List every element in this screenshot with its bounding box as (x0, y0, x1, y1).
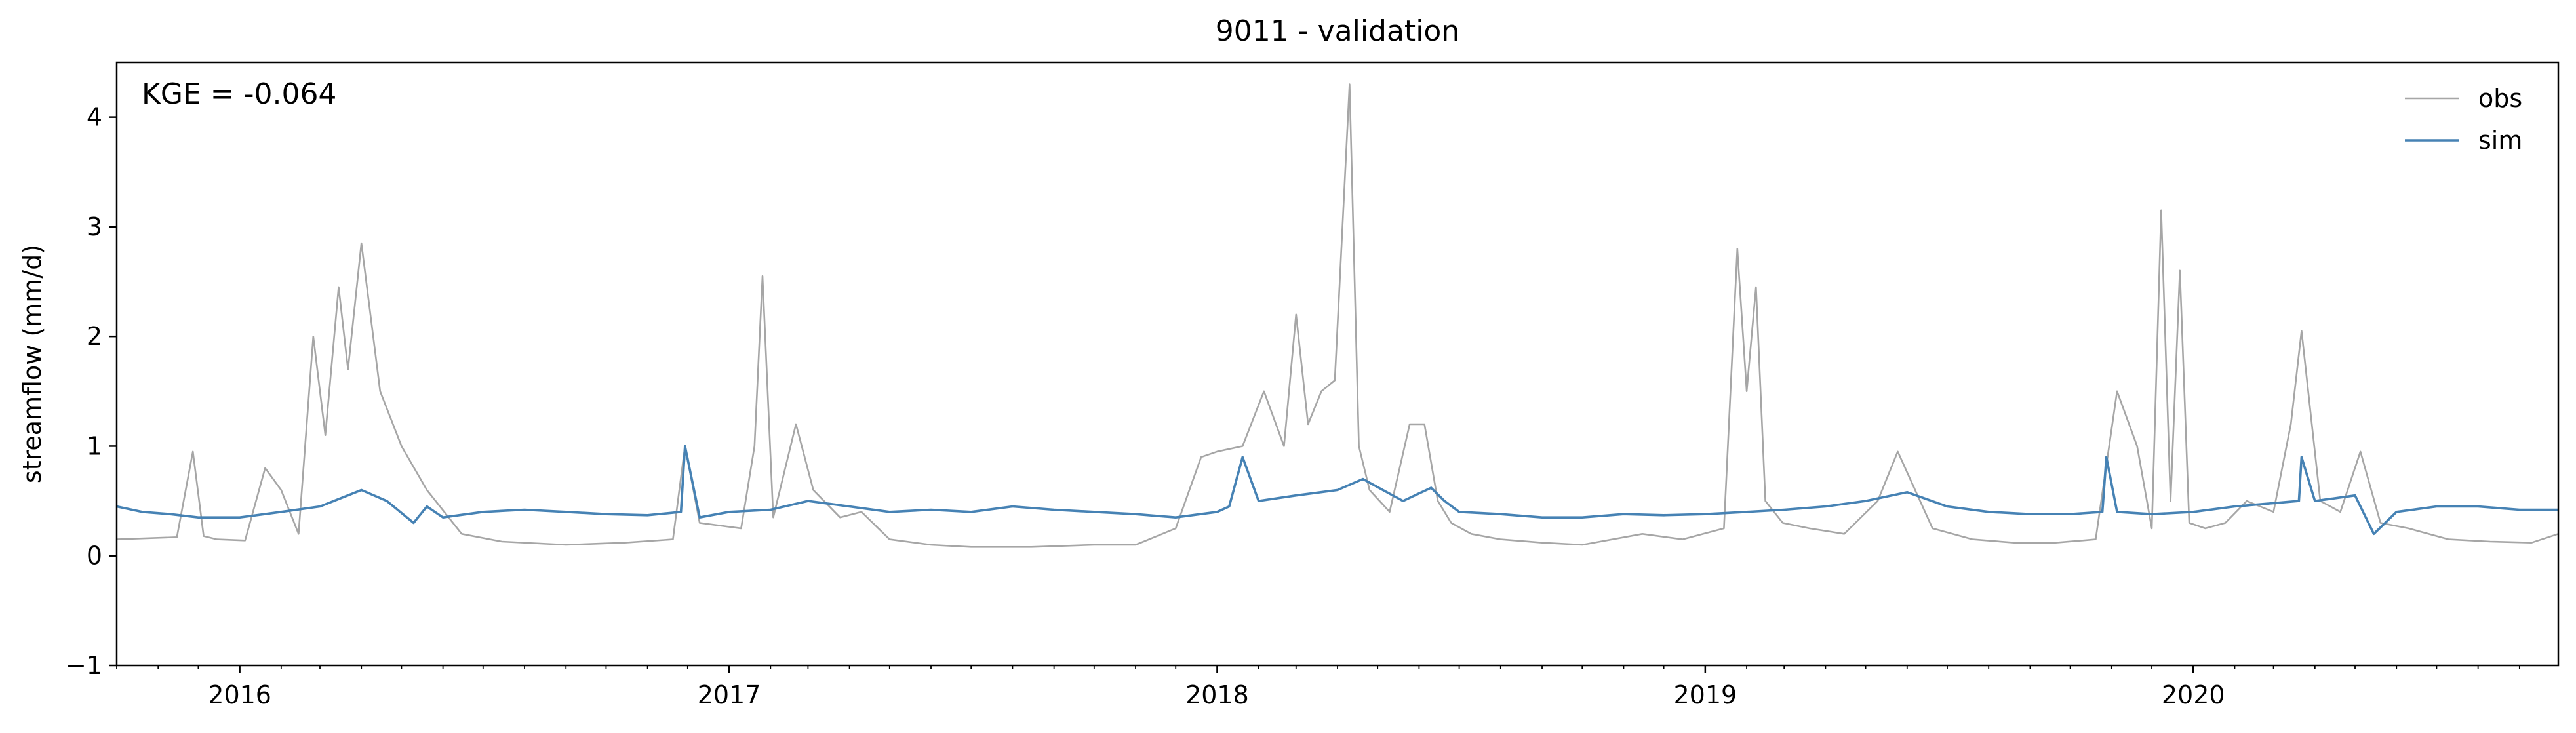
y-axis: −1 0 1 2 3 4 (66, 103, 117, 680)
y-tick-label: 0 (87, 542, 102, 570)
legend-label-obs: obs (2478, 84, 2522, 113)
x-tick-label: 2017 (698, 681, 761, 709)
y-tick-label: 3 (87, 212, 102, 241)
x-axis: 2016 2017 2018 2019 2020 (116, 665, 2520, 709)
y-tick-label: −1 (66, 651, 102, 680)
kge-annotation: KGE = -0.064 (142, 77, 336, 111)
y-tick-label: 4 (87, 103, 102, 132)
legend-label-sim: sim (2478, 126, 2522, 155)
x-tick-label: 2019 (1673, 681, 1737, 709)
series-line-obs (116, 83, 2559, 548)
y-tick-label: 2 (87, 322, 102, 351)
chart-title: 9011 - validation (1216, 14, 1459, 48)
y-tick-label: 1 (87, 431, 102, 460)
series-line-sim (116, 445, 2558, 536)
legend: obs sim (2405, 84, 2522, 155)
y-axis-label: streamflow (mm/d) (18, 245, 47, 483)
x-tick-label: 2016 (208, 681, 271, 709)
x-tick-label: 2018 (1185, 681, 1249, 709)
x-tick-label: 2020 (2162, 681, 2225, 709)
series-layer (116, 83, 2559, 548)
